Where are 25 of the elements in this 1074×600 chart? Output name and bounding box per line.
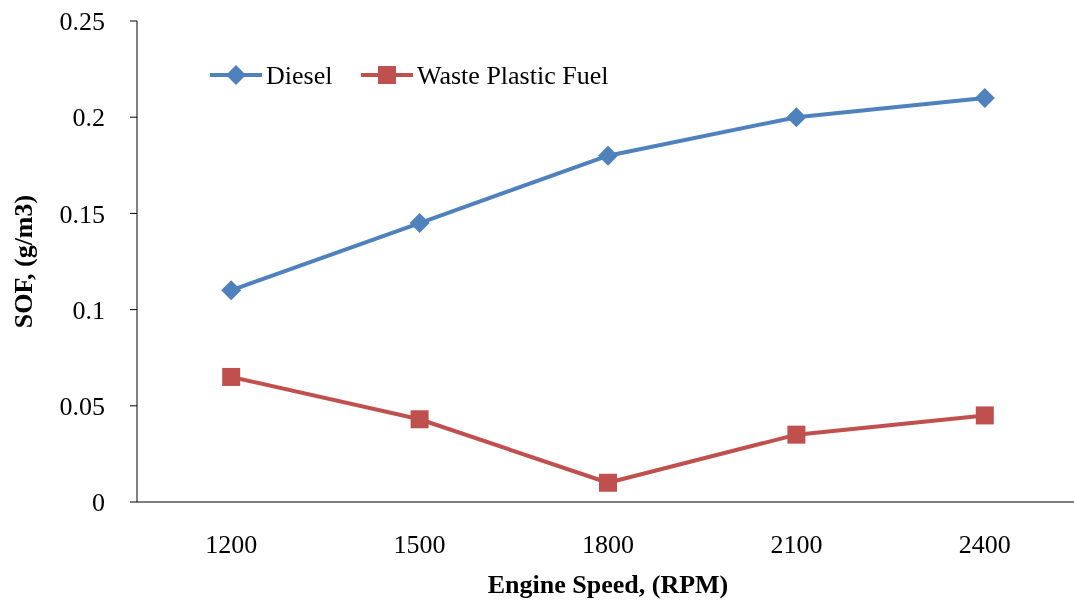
legend-label: Diesel bbox=[266, 61, 333, 91]
y-tick-label: 0.15 bbox=[59, 199, 105, 229]
y-tick-label: 0.05 bbox=[59, 391, 105, 421]
x-axis-title: Engine Speed, (RPM) bbox=[487, 570, 729, 599]
x-tick-label: 1200 bbox=[205, 530, 258, 559]
point bbox=[410, 410, 429, 429]
point bbox=[598, 145, 618, 166]
point bbox=[786, 107, 807, 128]
point bbox=[599, 473, 617, 492]
point bbox=[787, 425, 806, 444]
point bbox=[221, 280, 242, 301]
y-tick-label: 0 bbox=[92, 488, 105, 518]
point bbox=[974, 87, 995, 108]
y-axis-title: SOF, (g/m3) bbox=[9, 194, 38, 329]
y-tick-label: 0.25 bbox=[59, 7, 105, 37]
point bbox=[975, 406, 994, 425]
y-tick-label: 0.2 bbox=[72, 103, 105, 133]
x-tick-label: 1500 bbox=[393, 530, 446, 559]
legend-label: Waste Plastic Fuel bbox=[417, 61, 609, 91]
x-tick-label: 2400 bbox=[958, 530, 1011, 559]
y-tick-label: 0.1 bbox=[72, 295, 105, 325]
point bbox=[409, 213, 430, 234]
x-tick-label: 2100 bbox=[770, 530, 823, 559]
x-tick-label: 1800 bbox=[582, 530, 634, 559]
point bbox=[222, 367, 241, 386]
